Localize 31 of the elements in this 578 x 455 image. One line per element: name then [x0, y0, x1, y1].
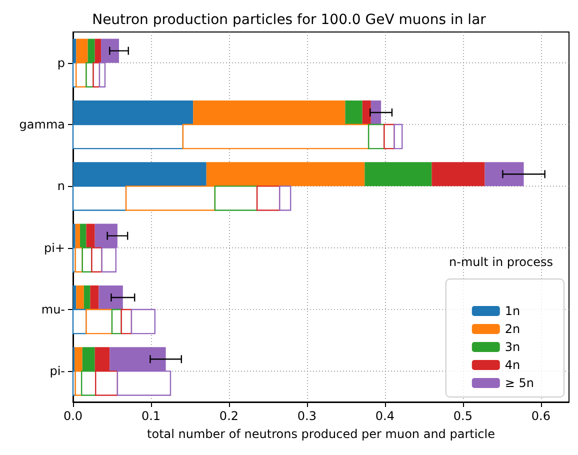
x-tick-label: 0.6: [531, 409, 550, 423]
bar: [90, 285, 99, 310]
bar: [364, 162, 432, 186]
x-tick-label: 0.1: [141, 409, 161, 423]
y-tick-label: pi-: [50, 364, 65, 378]
legend-label: 1n: [504, 304, 520, 318]
y-tick-label: mu-: [41, 302, 65, 316]
x-axis-title: total number of neutrons produced per muon and particle: [147, 427, 495, 441]
x-tick-label: 0.5: [453, 409, 472, 423]
legend-label: 2n: [504, 322, 520, 336]
x-tick-label: 0.3: [297, 409, 317, 423]
y-tick-label: p: [57, 56, 65, 70]
bar: [84, 285, 90, 310]
legend-label: 4n: [504, 358, 520, 372]
y-tick-label: gamma: [19, 118, 65, 132]
bar: [432, 162, 485, 186]
x-tick-label: 0.2: [219, 409, 239, 423]
chart-title: Neutron production particles for 100.0 GeV muons in lar: [92, 12, 486, 28]
bar: [345, 100, 362, 124]
legend-title: n-mult in process: [449, 255, 553, 269]
bar: [362, 100, 371, 124]
x-tick-label: 0.0: [63, 409, 83, 423]
legend-label: ≥ 5n: [504, 376, 534, 390]
y-tick-label: n: [57, 179, 65, 194]
legend-label: 3n: [504, 340, 520, 354]
bar: [484, 162, 524, 186]
bar: [98, 285, 123, 310]
bar: [76, 285, 84, 310]
x-tick-label: 0.4: [375, 409, 394, 423]
bar: [370, 100, 382, 124]
y-tick-label: pi+: [44, 240, 65, 255]
